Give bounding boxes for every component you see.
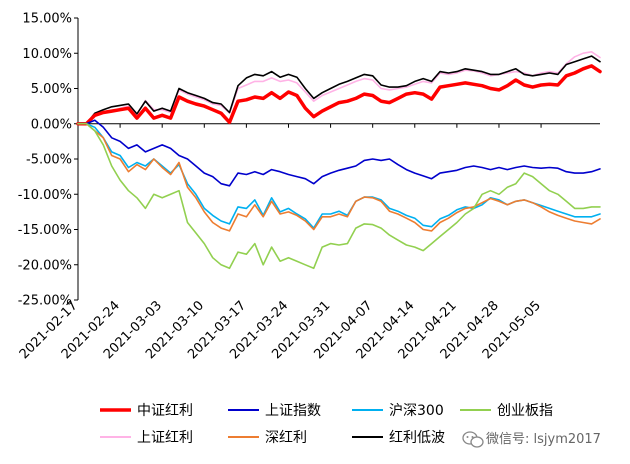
legend-label: 上证指数 bbox=[265, 403, 321, 419]
watermark: 微信号: lsjym2017 bbox=[462, 431, 601, 448]
legend-item-shangzheng_hongli: 上证红利 bbox=[100, 430, 193, 446]
y-tick-label: 15.00% bbox=[22, 12, 72, 27]
y-tick-labels: 15.00% 10.00% 5.00% 0.00% -5.00% -10.00% -15.0… bbox=[18, 12, 78, 309]
y-tick-label: -5.00% bbox=[26, 153, 72, 168]
legend-item-zhongzheng_hongli: 中证红利 bbox=[100, 403, 193, 419]
legend-label: 沪深300 bbox=[389, 403, 444, 419]
legend-item-chuangyeban: 创业板指 bbox=[460, 403, 553, 419]
series-line-shangzheng_hongli bbox=[77, 51, 601, 125]
legend-label: 上证红利 bbox=[137, 430, 193, 446]
series-line-chuangyeban bbox=[77, 122, 601, 270]
legend-label: 红利低波 bbox=[389, 430, 445, 446]
y-tick-label: 0.00% bbox=[31, 117, 72, 132]
legend-item-shen_hongli: 深红利 bbox=[228, 430, 307, 446]
axes bbox=[77, 18, 600, 300]
y-tick-label: 5.00% bbox=[31, 82, 72, 97]
series-line-shen_hongli bbox=[77, 122, 601, 232]
y-tick-label: -10.00% bbox=[18, 188, 72, 203]
legend-item-husheng300: 沪深300 bbox=[352, 403, 444, 419]
series-lines bbox=[76, 51, 602, 270]
series-line-hongli_dibo bbox=[77, 55, 601, 125]
legend-item-hongli_dibo: 红利低波 bbox=[352, 430, 445, 446]
legend-label: 中证红利 bbox=[137, 403, 193, 419]
y-tick-label: -15.00% bbox=[18, 223, 72, 238]
y-tick-label: -20.00% bbox=[18, 258, 72, 273]
watermark-text: 微信号: lsjym2017 bbox=[486, 432, 601, 447]
legend-label: 深红利 bbox=[265, 430, 307, 446]
y-tick-label: 10.00% bbox=[22, 47, 72, 62]
y-tick-label: -25.00% bbox=[18, 294, 72, 309]
wechat-icon bbox=[462, 431, 484, 448]
legend-item-shangzheng_zhishu: 上证指数 bbox=[228, 403, 321, 419]
series-line-shangzheng_zhishu bbox=[77, 119, 601, 187]
legend-label: 创业板指 bbox=[497, 403, 553, 419]
series-line-zhongzheng_hongli bbox=[76, 64, 602, 126]
x-tick-labels: 2021-02-172021-02-242021-03-032021-03-10… bbox=[17, 123, 544, 362]
